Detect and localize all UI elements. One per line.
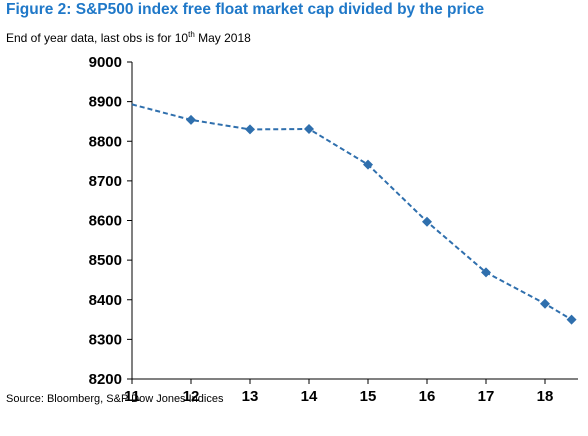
data-point-diamond (422, 216, 432, 227)
x-tick-label: 14 (301, 388, 318, 405)
y-tick-label: 8200 (89, 371, 122, 388)
series-line (131, 103, 577, 325)
data-point-diamond (363, 159, 373, 170)
data-point-diamond (481, 267, 491, 278)
y-tick-label: 8900 (89, 94, 122, 111)
y-tick-label: 8400 (89, 292, 122, 309)
figure-title: Figure 2: S&P500 index free float market… (6, 1, 485, 18)
subtitle-text-end: May 2018 (194, 31, 251, 45)
x-tick-label: 11 (124, 388, 140, 405)
x-axis: 11 12 13 14 15 16 17 18 (124, 378, 578, 405)
y-tick-label: 8500 (89, 252, 122, 269)
data-point-diamond (186, 114, 196, 125)
y-tick-label: 8700 (89, 173, 122, 190)
x-tick-label: 13 (242, 388, 259, 405)
y-tick-label: 9000 (89, 54, 122, 71)
y-tick-label: 8600 (89, 213, 122, 230)
data-point-diamond (540, 298, 550, 309)
data-point-diamond (245, 124, 255, 135)
y-tick-label: 8800 (89, 133, 122, 150)
subtitle-text: End of year data, last obs is for 10 (6, 31, 189, 45)
series-dashed-line (131, 103, 573, 321)
y-axis: 8200 8300 8400 8500 8600 8700 8800 8900 9000 (89, 54, 133, 388)
x-tick-label: 18 (537, 388, 554, 405)
y-tick-label: 8300 (89, 331, 122, 348)
x-tick-label: 12 (183, 388, 200, 405)
x-tick-label: 16 (419, 388, 436, 405)
x-tick-label: 15 (360, 388, 377, 405)
subtitle-superscript: th (188, 30, 195, 39)
x-tick-label: 17 (478, 388, 495, 405)
data-point-diamond (566, 314, 577, 325)
figure-source: Source: Bloomberg, S&P Dow Jones Indices (6, 393, 224, 405)
figure-subtitle: End of year data, last obs is for 10th M… (6, 30, 251, 46)
data-point-diamond (304, 123, 314, 134)
